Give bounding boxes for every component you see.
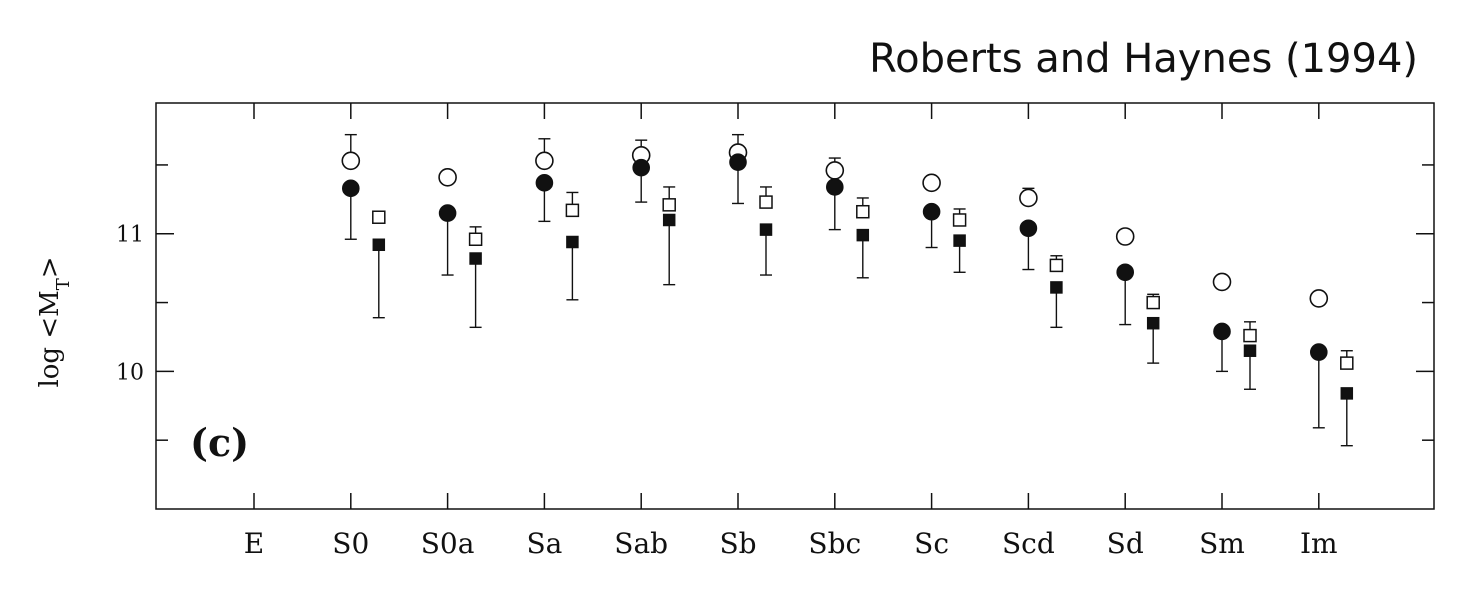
filled-circle-point — [729, 153, 747, 171]
x-category-label: Sa — [526, 527, 562, 560]
open-square-point — [662, 198, 676, 212]
open-square-point — [468, 232, 483, 247]
x-category-label: Sab — [614, 527, 668, 560]
y-tick-labels: 10 11 — [116, 223, 144, 386]
y-axis-label-end: > — [35, 256, 65, 278]
plot-frame — [155, 102, 1435, 510]
source-credit: Roberts and Haynes (1994) — [869, 36, 1418, 82]
panel-label: (c) — [190, 420, 249, 465]
open-square-point — [952, 213, 967, 227]
filled-square-point — [856, 228, 870, 242]
open-circle-point — [1309, 289, 1329, 308]
x-category-label: Im — [1300, 527, 1338, 560]
filled-circle-point — [1310, 343, 1328, 361]
filled-circle-point — [438, 204, 457, 222]
filled-circle-point — [632, 158, 651, 177]
open-circle-point — [922, 173, 941, 193]
filled-circle-point — [922, 202, 941, 221]
open-square-point — [759, 195, 773, 209]
filled-square-point — [953, 234, 966, 247]
error-bars — [344, 133, 1353, 447]
x-category-labels: E S0 S0a Sa Sab Sb Sbc Sc Scd Sd Sm Im — [244, 527, 1338, 560]
open-square-point — [372, 210, 386, 224]
axis-ticks — [156, 103, 1434, 509]
open-square-point — [856, 204, 870, 219]
filled-square-point — [759, 223, 773, 236]
x-category-label: Sc — [914, 527, 949, 560]
filled-circle-point — [1116, 263, 1134, 282]
open-square-point — [565, 203, 580, 218]
filled-circle-point — [341, 179, 360, 198]
open-circle-point — [1212, 272, 1232, 292]
filled-square-point — [566, 235, 579, 249]
open-circle-point — [341, 151, 361, 171]
open-square-point — [1243, 328, 1257, 343]
open-square-point — [1146, 295, 1160, 310]
open-square-point — [1049, 258, 1064, 273]
x-category-label: Sm — [1199, 527, 1245, 560]
x-category-label: Sbc — [808, 527, 861, 560]
filled-square-point — [662, 213, 676, 227]
filled-square-point — [1146, 316, 1160, 330]
data-points — [341, 143, 1354, 400]
x-category-label: E — [244, 527, 264, 560]
x-category-label: Scd — [1002, 527, 1055, 560]
filled-circle-point — [535, 174, 554, 192]
y-axis-label: log <MT> — [35, 256, 74, 387]
filled-square-point — [1340, 387, 1354, 400]
open-circle-point — [535, 151, 554, 171]
y-tick-label: 10 — [116, 360, 144, 385]
filled-circle-point — [825, 178, 844, 196]
filled-square-point — [1243, 344, 1257, 357]
y-axis-label-main: log <M — [35, 290, 65, 387]
x-category-label: S0a — [421, 527, 475, 560]
filled-circle-point — [1019, 219, 1038, 238]
y-axis-label-sub: T — [53, 278, 74, 290]
filled-square-point — [1050, 281, 1063, 294]
filled-square-point — [372, 238, 386, 252]
open-circle-point — [438, 168, 457, 187]
open-circle-point — [1019, 188, 1038, 208]
x-category-label: S0 — [332, 527, 369, 560]
open-circle-point — [1115, 227, 1135, 246]
filled-circle-point — [1213, 322, 1231, 341]
y-tick-label: 11 — [116, 223, 144, 248]
open-circle-point — [825, 161, 845, 180]
filled-square-point — [469, 252, 482, 265]
open-square-point — [1340, 356, 1354, 370]
x-category-label: Sb — [719, 527, 756, 560]
x-category-label: Sd — [1107, 527, 1144, 560]
